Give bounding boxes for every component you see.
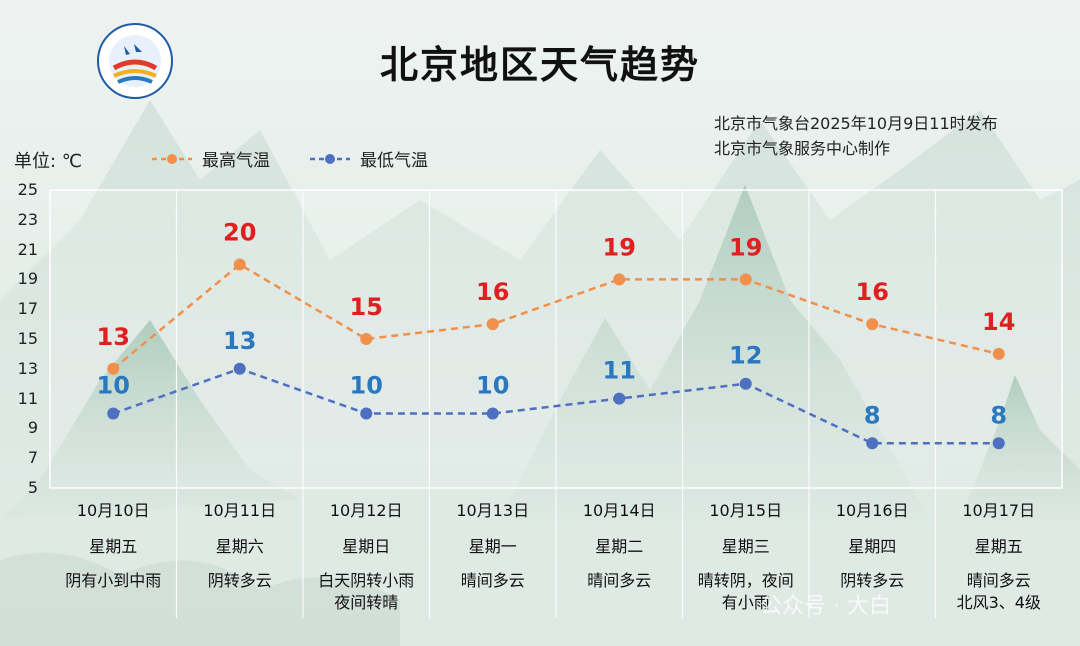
weekday-label: 星期四: [848, 537, 897, 556]
legend-low-label: 最低气温: [360, 151, 428, 171]
day-column: 10月14日 星期二晴间多云: [556, 498, 682, 592]
data-label-high: 16: [856, 278, 889, 306]
weekday-label: 星期五: [974, 537, 1023, 556]
weekday-label: 星期五: [89, 537, 138, 556]
data-label-low: 12: [729, 342, 762, 370]
weekday-label: 星期一: [468, 537, 517, 556]
meteorological-service-logo: [97, 23, 173, 99]
y-tick-label: 17: [17, 299, 38, 319]
x-tick-date: 10月13日: [456, 501, 530, 520]
y-tick-label: 7: [27, 448, 38, 468]
data-label-high: 20: [223, 219, 256, 247]
data-label-high: 19: [603, 233, 636, 261]
grass-foreground: [0, 552, 400, 646]
data-point-high: [613, 273, 626, 286]
weather-description: 北风3、4级: [956, 593, 1041, 612]
weather-description: 夜间转晴: [334, 593, 399, 612]
data-label-low: 10: [476, 372, 509, 400]
data-label-high: 16: [476, 278, 509, 306]
legend-high: 最高气温: [150, 146, 270, 171]
weather-description: 有小雨: [721, 593, 770, 612]
x-tick-date: 10月17日: [962, 501, 1036, 520]
data-point-low: [739, 377, 752, 390]
day-column: 10月12日 星期日白天阴转小雨 夜间转晴: [303, 498, 429, 614]
data-point-high: [992, 347, 1005, 360]
near-mountain-mid: [500, 185, 930, 520]
y-tick-label: 15: [17, 329, 38, 348]
weather-description: 阴转多云: [840, 571, 905, 590]
y-tick-label: 21: [17, 239, 38, 259]
publisher-line: 北京市气象台2025年10月9日11时发布: [714, 114, 998, 133]
near-mountain-left: [0, 320, 300, 520]
watermark-text: 公众号 · 大白: [760, 594, 891, 619]
y-tick-label: 13: [17, 358, 38, 378]
day-column: 10月17日 星期五晴间多云北风3、4级: [936, 498, 1062, 614]
x-tick-date: 10月11日: [203, 501, 277, 520]
y-tick-label: 9: [27, 418, 38, 438]
data-label-low: 8: [990, 401, 1007, 429]
series-line-high: [112, 262, 1000, 370]
weekday-label: 星期六: [215, 537, 264, 556]
unit-label: 单位: ℃: [14, 151, 83, 172]
data-point-low: [992, 437, 1005, 450]
data-point-high: [866, 318, 879, 331]
data-point-high: [233, 258, 246, 271]
data-label-low: 10: [97, 372, 130, 400]
weekday-label: 星期日: [342, 537, 391, 556]
series-line-low: [112, 367, 999, 445]
weather-description: 阴转多云: [207, 571, 272, 590]
day-column: 10月15日 星期三晴转阴，夜间 有小雨: [683, 498, 809, 614]
data-label-high: 19: [729, 233, 762, 261]
data-label-low: 11: [603, 357, 636, 385]
weather-description: 晴间多云: [587, 571, 652, 590]
data-point-low: [107, 407, 120, 420]
y-tick-label: 25: [17, 180, 38, 199]
weather-description: 晴间多云: [966, 571, 1031, 590]
day-column: 10月13日 星期一晴间多云: [430, 498, 556, 592]
y-tick-label: 11: [17, 388, 38, 408]
legend-low-line-icon: [310, 153, 350, 164]
data-point-low: [613, 392, 626, 405]
data-point-high: [360, 333, 373, 345]
y-tick-label: 19: [17, 269, 38, 289]
weather-description: 白天阴转小雨: [318, 571, 415, 590]
data-point-high: [486, 318, 499, 331]
weather-description: 晴转阴，夜间: [697, 571, 794, 590]
data-label-low: 10: [350, 372, 383, 400]
legend-low: 最低气温: [308, 146, 428, 171]
y-tick-label: 5: [27, 478, 38, 497]
weather-description: 晴间多云: [460, 571, 525, 590]
data-label-high: 14: [982, 308, 1015, 336]
data-point-low: [486, 407, 499, 420]
weekday-label: 星期二: [595, 537, 644, 556]
x-tick-date: 10月16日: [835, 501, 909, 520]
data-label-low: 8: [864, 401, 881, 429]
weather-description: 阴有小到中雨: [65, 571, 162, 590]
legend-high-line-icon: [152, 153, 192, 164]
x-tick-date: 10月12日: [329, 501, 403, 520]
y-tick-label: 23: [17, 209, 38, 229]
weekday-label: 星期三: [721, 537, 770, 556]
data-label-high: 13: [97, 323, 130, 351]
page-title: 北京地区天气趋势: [379, 43, 700, 87]
day-column: 10月16日 星期四阴转多云: [809, 498, 935, 592]
data-point-low: [360, 407, 373, 420]
data-point-low: [233, 362, 246, 375]
x-tick-date: 10月10日: [76, 501, 150, 520]
near-mountain-right: [960, 375, 1080, 520]
legend-high-label: 最高气温: [202, 151, 270, 171]
day-column: 10月11日 星期六阴转多云: [177, 498, 303, 592]
data-label-high: 15: [350, 293, 383, 321]
data-point-high: [107, 362, 120, 375]
day-column: 10月10日 星期五阴有小到中雨: [50, 498, 176, 592]
data-point-low: [866, 437, 879, 450]
data-point-high: [739, 273, 752, 286]
producer-line: 北京市气象服务中心制作: [714, 139, 891, 158]
data-label-low: 13: [223, 327, 256, 355]
x-tick-date: 10月15日: [709, 501, 783, 520]
x-tick-date: 10月14日: [582, 501, 656, 520]
